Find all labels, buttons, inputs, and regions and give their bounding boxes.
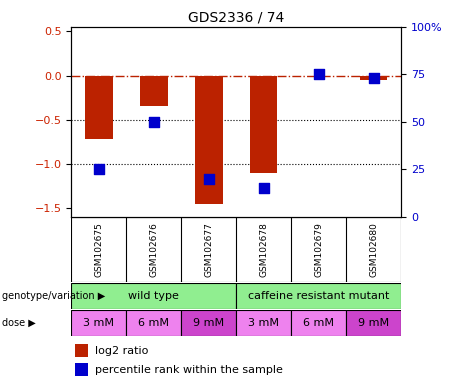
Bar [75,363,88,376]
Bar [75,344,88,357]
Bar [360,76,387,80]
Point [205,176,213,182]
Text: percentile rank within the sample: percentile rank within the sample [95,364,283,375]
Bar [140,76,168,106]
Bar [250,76,278,173]
Text: GSM102678: GSM102678 [259,222,268,277]
Text: GSM102679: GSM102679 [314,222,323,277]
Bar [181,310,236,336]
Bar [126,310,181,336]
Text: 9 mM: 9 mM [358,318,389,328]
Text: genotype/variation ▶: genotype/variation ▶ [2,291,106,301]
Bar [195,76,223,204]
Bar [236,310,291,336]
Point [370,75,377,81]
Text: GSM102680: GSM102680 [369,222,378,277]
Text: 6 mM: 6 mM [303,318,334,328]
Bar [291,310,346,336]
Point [95,166,103,172]
Text: 6 mM: 6 mM [138,318,169,328]
Bar [236,283,401,309]
Text: 9 mM: 9 mM [193,318,225,328]
Point [315,71,322,78]
Point [150,119,158,125]
Bar [71,310,126,336]
Text: GSM102675: GSM102675 [95,222,103,277]
Title: GDS2336 / 74: GDS2336 / 74 [188,10,284,24]
Text: GSM102676: GSM102676 [149,222,159,277]
Text: 3 mM: 3 mM [83,318,114,328]
Bar [346,310,401,336]
Point [260,185,267,192]
Text: caffeine resistant mutant: caffeine resistant mutant [248,291,390,301]
Bar [85,76,112,139]
Text: log2 ratio: log2 ratio [95,346,148,356]
Bar [71,283,236,309]
Text: dose ▶: dose ▶ [2,318,36,328]
Text: GSM102677: GSM102677 [204,222,213,277]
Text: 3 mM: 3 mM [248,318,279,328]
Text: wild type: wild type [129,291,179,301]
